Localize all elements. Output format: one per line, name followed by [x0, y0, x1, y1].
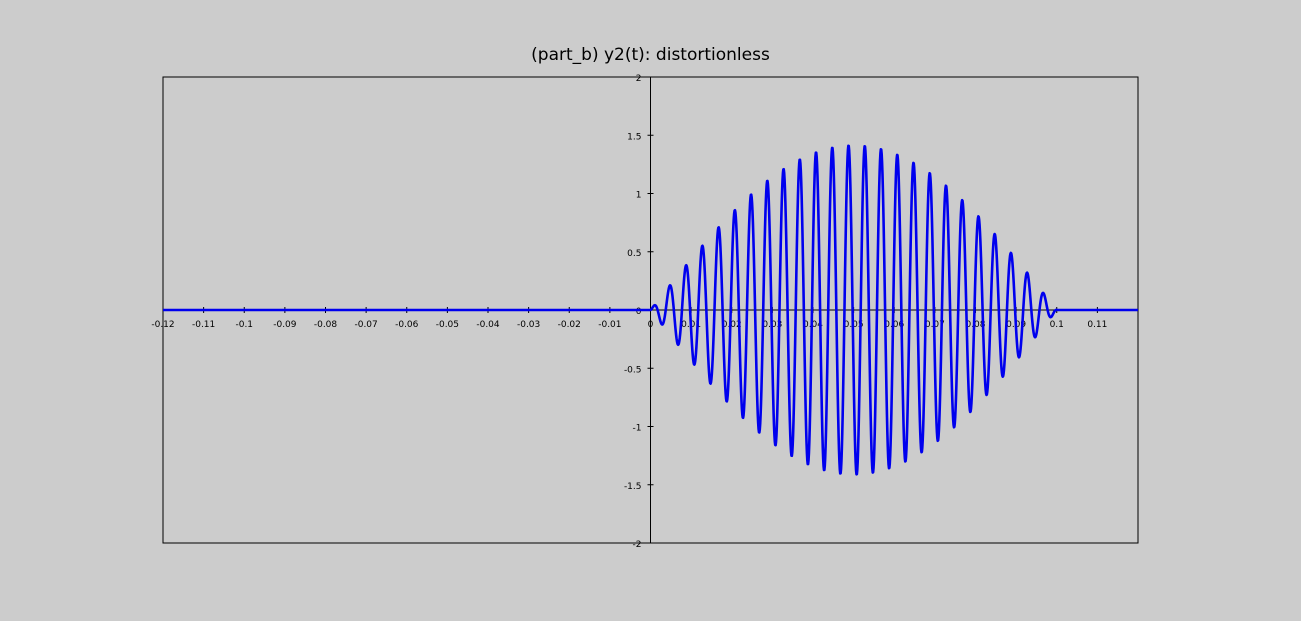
x-tick-label: -0.08 — [314, 320, 338, 330]
x-tick-label: -0.11 — [192, 320, 215, 330]
y-tick-label: -0.5 — [624, 365, 642, 375]
x-tick-label: -0.07 — [354, 320, 377, 330]
series-line — [162, 144, 1139, 476]
y-tick-label: -1.5 — [624, 482, 642, 492]
x-tick-label: 0.02 — [722, 320, 742, 330]
x-tick-label: 0.08 — [965, 320, 985, 330]
x-tick-label: -0.1 — [235, 320, 253, 330]
x-tick-label: -0.04 — [476, 320, 500, 330]
x-tick-label: -0.09 — [273, 320, 297, 330]
x-tick-label: -0.01 — [598, 320, 621, 330]
x-tick-label: -0.06 — [395, 320, 419, 330]
chart-title: (part_b) y2(t): distortionless — [531, 45, 770, 65]
y-tick-label: 1 — [636, 191, 642, 201]
y-tick-label: 0.5 — [627, 249, 641, 259]
x-tick-label: 0.04 — [803, 320, 823, 330]
y-tick-label: 1.5 — [627, 132, 641, 142]
x-tick-label: -0.03 — [517, 320, 540, 330]
y-axis-ticks: -2 -1.5 -1 -0.5 0 0.5 1 1.5 2 — [624, 74, 654, 550]
y-tick-label: -2 — [633, 540, 642, 550]
x-tick-label: -0.02 — [558, 320, 581, 330]
x-tick-label: 0.1 — [1050, 320, 1064, 330]
y-tick-label: -1 — [633, 424, 642, 434]
y-tick-label: 2 — [636, 74, 642, 84]
x-tick-label: -0.12 — [151, 320, 174, 330]
x-tick-label: 0 — [648, 320, 654, 330]
x-tick-label: 0.06 — [884, 320, 904, 330]
x-tick-label: -0.05 — [436, 320, 459, 330]
y-tick-label: 0 — [636, 307, 642, 317]
series-group — [162, 144, 1139, 476]
x-tick-label: 0.11 — [1087, 320, 1107, 330]
